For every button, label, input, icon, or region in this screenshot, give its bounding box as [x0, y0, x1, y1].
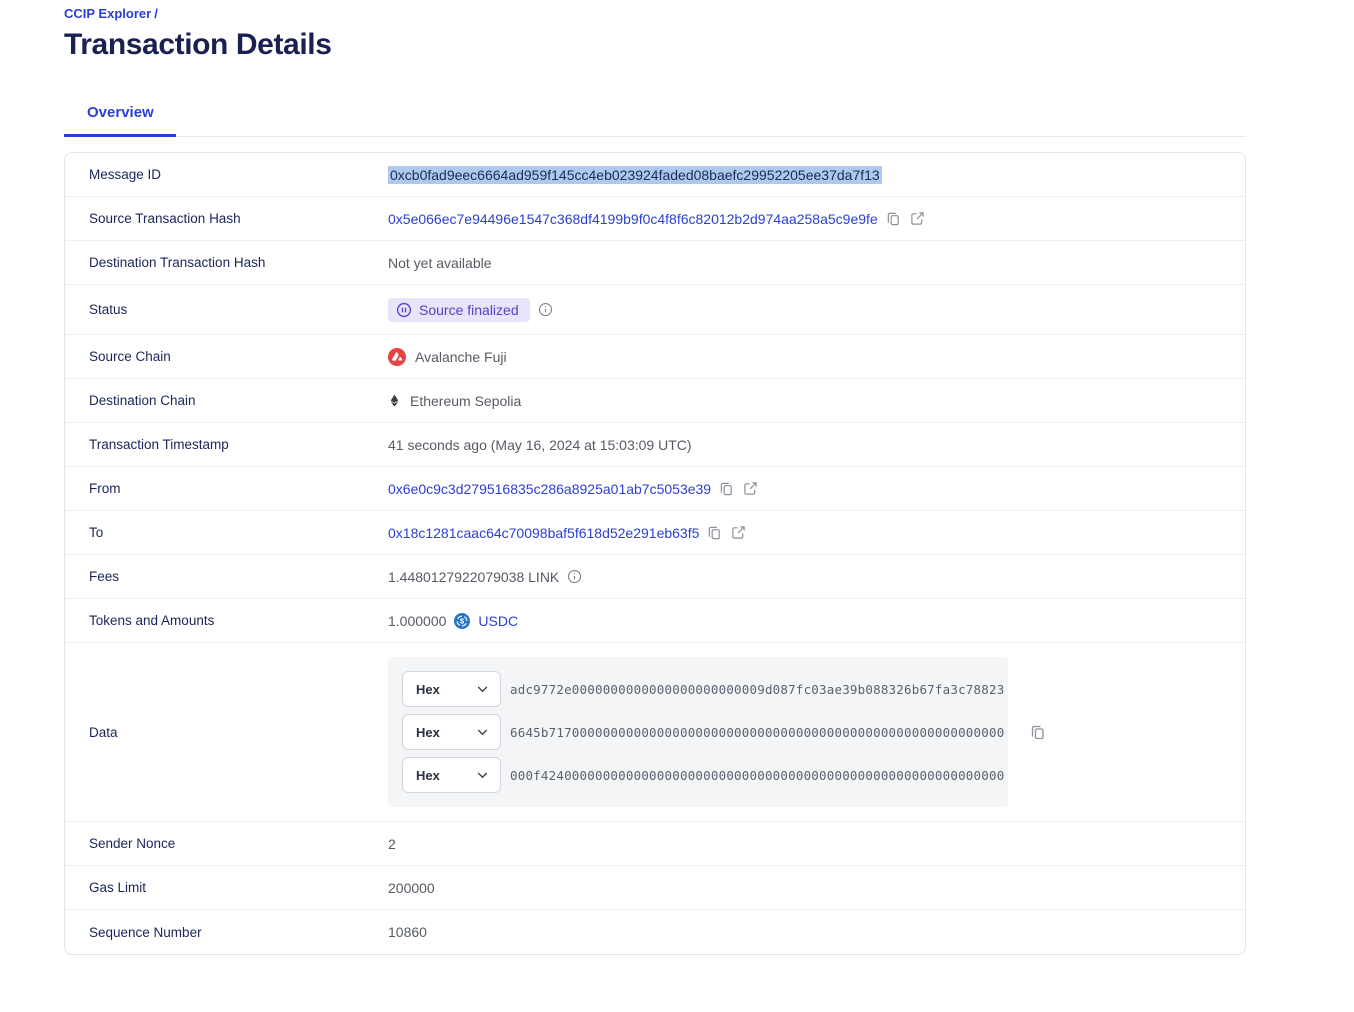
- row-message-id: Message ID 0xcb0fad9eec6664ad959f145cc4e…: [65, 153, 1245, 197]
- row-dest-tx-hash: Destination Transaction Hash Not yet ava…: [65, 241, 1245, 285]
- pause-circle-icon: [396, 302, 412, 317]
- hex-select-label: Hex: [416, 681, 440, 697]
- row-label: Data: [89, 724, 118, 740]
- row-sender-nonce: Sender Nonce 2: [65, 822, 1245, 866]
- copy-icon: [720, 482, 732, 496]
- external-link-icon: [732, 526, 746, 539]
- transaction-details-page: CCIP Explorer / Transaction Details Overv…: [64, 0, 1246, 955]
- dest-tx-hash-value: Not yet available: [388, 254, 492, 271]
- data-line: Hex 000f42400000000000000000000000000000…: [402, 757, 1004, 793]
- fees-info-button[interactable]: [567, 569, 582, 584]
- row-tokens-amounts: Tokens and Amounts 1.000000 $ USDC: [65, 599, 1245, 643]
- row-label: Tokens and Amounts: [89, 613, 215, 628]
- hex-format-select[interactable]: Hex: [402, 757, 501, 793]
- hex-data-text: 000f424000000000000000000000000000000000…: [510, 767, 1005, 783]
- chevron-down-icon: [477, 772, 488, 778]
- data-hex-box: Hex adc9772e0000000000000000000000009d08…: [388, 657, 1008, 807]
- avalanche-icon: [388, 347, 406, 366]
- external-link-button[interactable]: [743, 481, 758, 496]
- row-dest-chain: Destination Chain Ethereum Sepolia: [65, 379, 1245, 423]
- row-label: Transaction Timestamp: [89, 437, 229, 452]
- external-link-button[interactable]: [910, 211, 925, 226]
- fees-value: 1.4480127922079038 LINK: [388, 568, 560, 585]
- gas-limit-value: 200000: [388, 879, 435, 896]
- row-label: To: [89, 525, 104, 540]
- row-label: Source Transaction Hash: [89, 211, 241, 226]
- data-line: Hex 6645b7170000000000000000000000000000…: [402, 714, 1004, 750]
- status-info-button[interactable]: [538, 302, 553, 317]
- row-label: Message ID: [89, 167, 162, 182]
- status-badge: Source finalized: [388, 297, 530, 322]
- hex-select-label: Hex: [416, 724, 440, 740]
- info-icon: [568, 569, 582, 584]
- row-source-tx-hash: Source Transaction Hash 0x5e066ec7e94496…: [65, 197, 1245, 241]
- row-label: From: [89, 481, 121, 496]
- breadcrumb-separator: /: [154, 6, 158, 21]
- breadcrumb-ccip-explorer-link[interactable]: CCIP Explorer: [64, 6, 152, 21]
- external-link-icon: [910, 212, 924, 225]
- hex-data-text: 6645b71700000000000000000000000000000000…: [510, 724, 1005, 740]
- data-line: Hex adc9772e0000000000000000000000009d08…: [402, 671, 1004, 707]
- row-label: Gas Limit: [89, 880, 147, 895]
- row-label: Fees: [89, 569, 120, 584]
- page-title: Transaction Details: [64, 28, 332, 61]
- sequence-number-value: 10860: [388, 924, 427, 940]
- row-source-chain: Source Chain Avalanche Fuji: [65, 335, 1245, 379]
- row-label: Status: [89, 302, 128, 317]
- external-link-icon: [744, 482, 757, 495]
- hex-select-label: Hex: [416, 767, 440, 783]
- hex-format-select[interactable]: Hex: [402, 714, 501, 750]
- copy-button[interactable]: [886, 211, 901, 226]
- token-symbol-link[interactable]: USDC: [478, 612, 519, 629]
- chevron-down-icon: [477, 686, 488, 692]
- row-sequence-number: Sequence Number 10860: [65, 910, 1245, 954]
- sender-nonce-value: 2: [388, 835, 396, 852]
- status-badge-label: Source finalized: [419, 301, 519, 318]
- transaction-details-table: Message ID 0xcb0fad9eec6664ad959f145cc4e…: [64, 152, 1246, 955]
- copy-icon: [887, 212, 899, 226]
- source-tx-hash-link[interactable]: 0x5e066ec7e94496e1547c368df4199b9f0c4f8f…: [388, 210, 878, 227]
- hex-data-text: adc9772e0000000000000000000000009d087fc0…: [510, 681, 1005, 697]
- copy-icon: [1031, 725, 1044, 740]
- row-label: Destination Transaction Hash: [89, 255, 266, 270]
- tab-bar: Overview: [64, 104, 1246, 137]
- svg-text:$: $: [460, 616, 465, 625]
- row-gas-limit: Gas Limit 200000: [65, 866, 1245, 910]
- row-status: Status Source finalized: [65, 285, 1245, 335]
- dest-chain-value: Ethereum Sepolia: [388, 393, 521, 409]
- tab-overview[interactable]: Overview: [64, 104, 176, 137]
- row-data: Data Hex adc9772e00000000000000000000000…: [65, 643, 1245, 822]
- row-label: Destination Chain: [89, 393, 196, 408]
- row-fees: Fees 1.4480127922079038 LINK: [65, 555, 1245, 599]
- row-label: Sender Nonce: [89, 836, 176, 851]
- copy-button[interactable]: [719, 481, 734, 496]
- usdc-icon: $: [454, 612, 471, 629]
- breadcrumb: CCIP Explorer /: [64, 6, 1246, 21]
- copy-icon: [709, 526, 721, 540]
- row-from: From 0x6e0c9c3d279516835c286a8925a01ab7c…: [65, 467, 1245, 511]
- info-icon: [538, 302, 552, 317]
- timestamp-value: 41 seconds ago (May 16, 2024 at 15:03:09…: [388, 436, 692, 453]
- source-chain-name: Avalanche Fuji: [415, 348, 507, 365]
- dest-chain-name: Ethereum Sepolia: [410, 392, 522, 409]
- source-chain-value: Avalanche Fuji: [388, 347, 507, 366]
- from-address-link[interactable]: 0x6e0c9c3d279516835c286a8925a01ab7c5053e…: [388, 480, 712, 497]
- row-label: Source Chain: [89, 349, 171, 364]
- copy-button[interactable]: [707, 525, 722, 540]
- external-link-button[interactable]: [731, 525, 746, 540]
- row-label: Sequence Number: [89, 924, 202, 940]
- to-address-link[interactable]: 0x18c1281caac64c70098baf5f618d52e291eb63…: [388, 524, 700, 541]
- row-timestamp: Transaction Timestamp 41 seconds ago (Ma…: [65, 423, 1245, 467]
- ethereum-icon: [390, 394, 399, 407]
- chevron-down-icon: [477, 729, 488, 735]
- row-to: To 0x18c1281caac64c70098baf5f618d52e291e…: [65, 511, 1245, 555]
- hex-format-select[interactable]: Hex: [402, 671, 501, 707]
- token-amount: 1.000000: [388, 612, 447, 629]
- copy-data-button[interactable]: [1030, 724, 1046, 740]
- message-id-value: 0xcb0fad9eec6664ad959f145cc4eb023924fade…: [388, 165, 882, 184]
